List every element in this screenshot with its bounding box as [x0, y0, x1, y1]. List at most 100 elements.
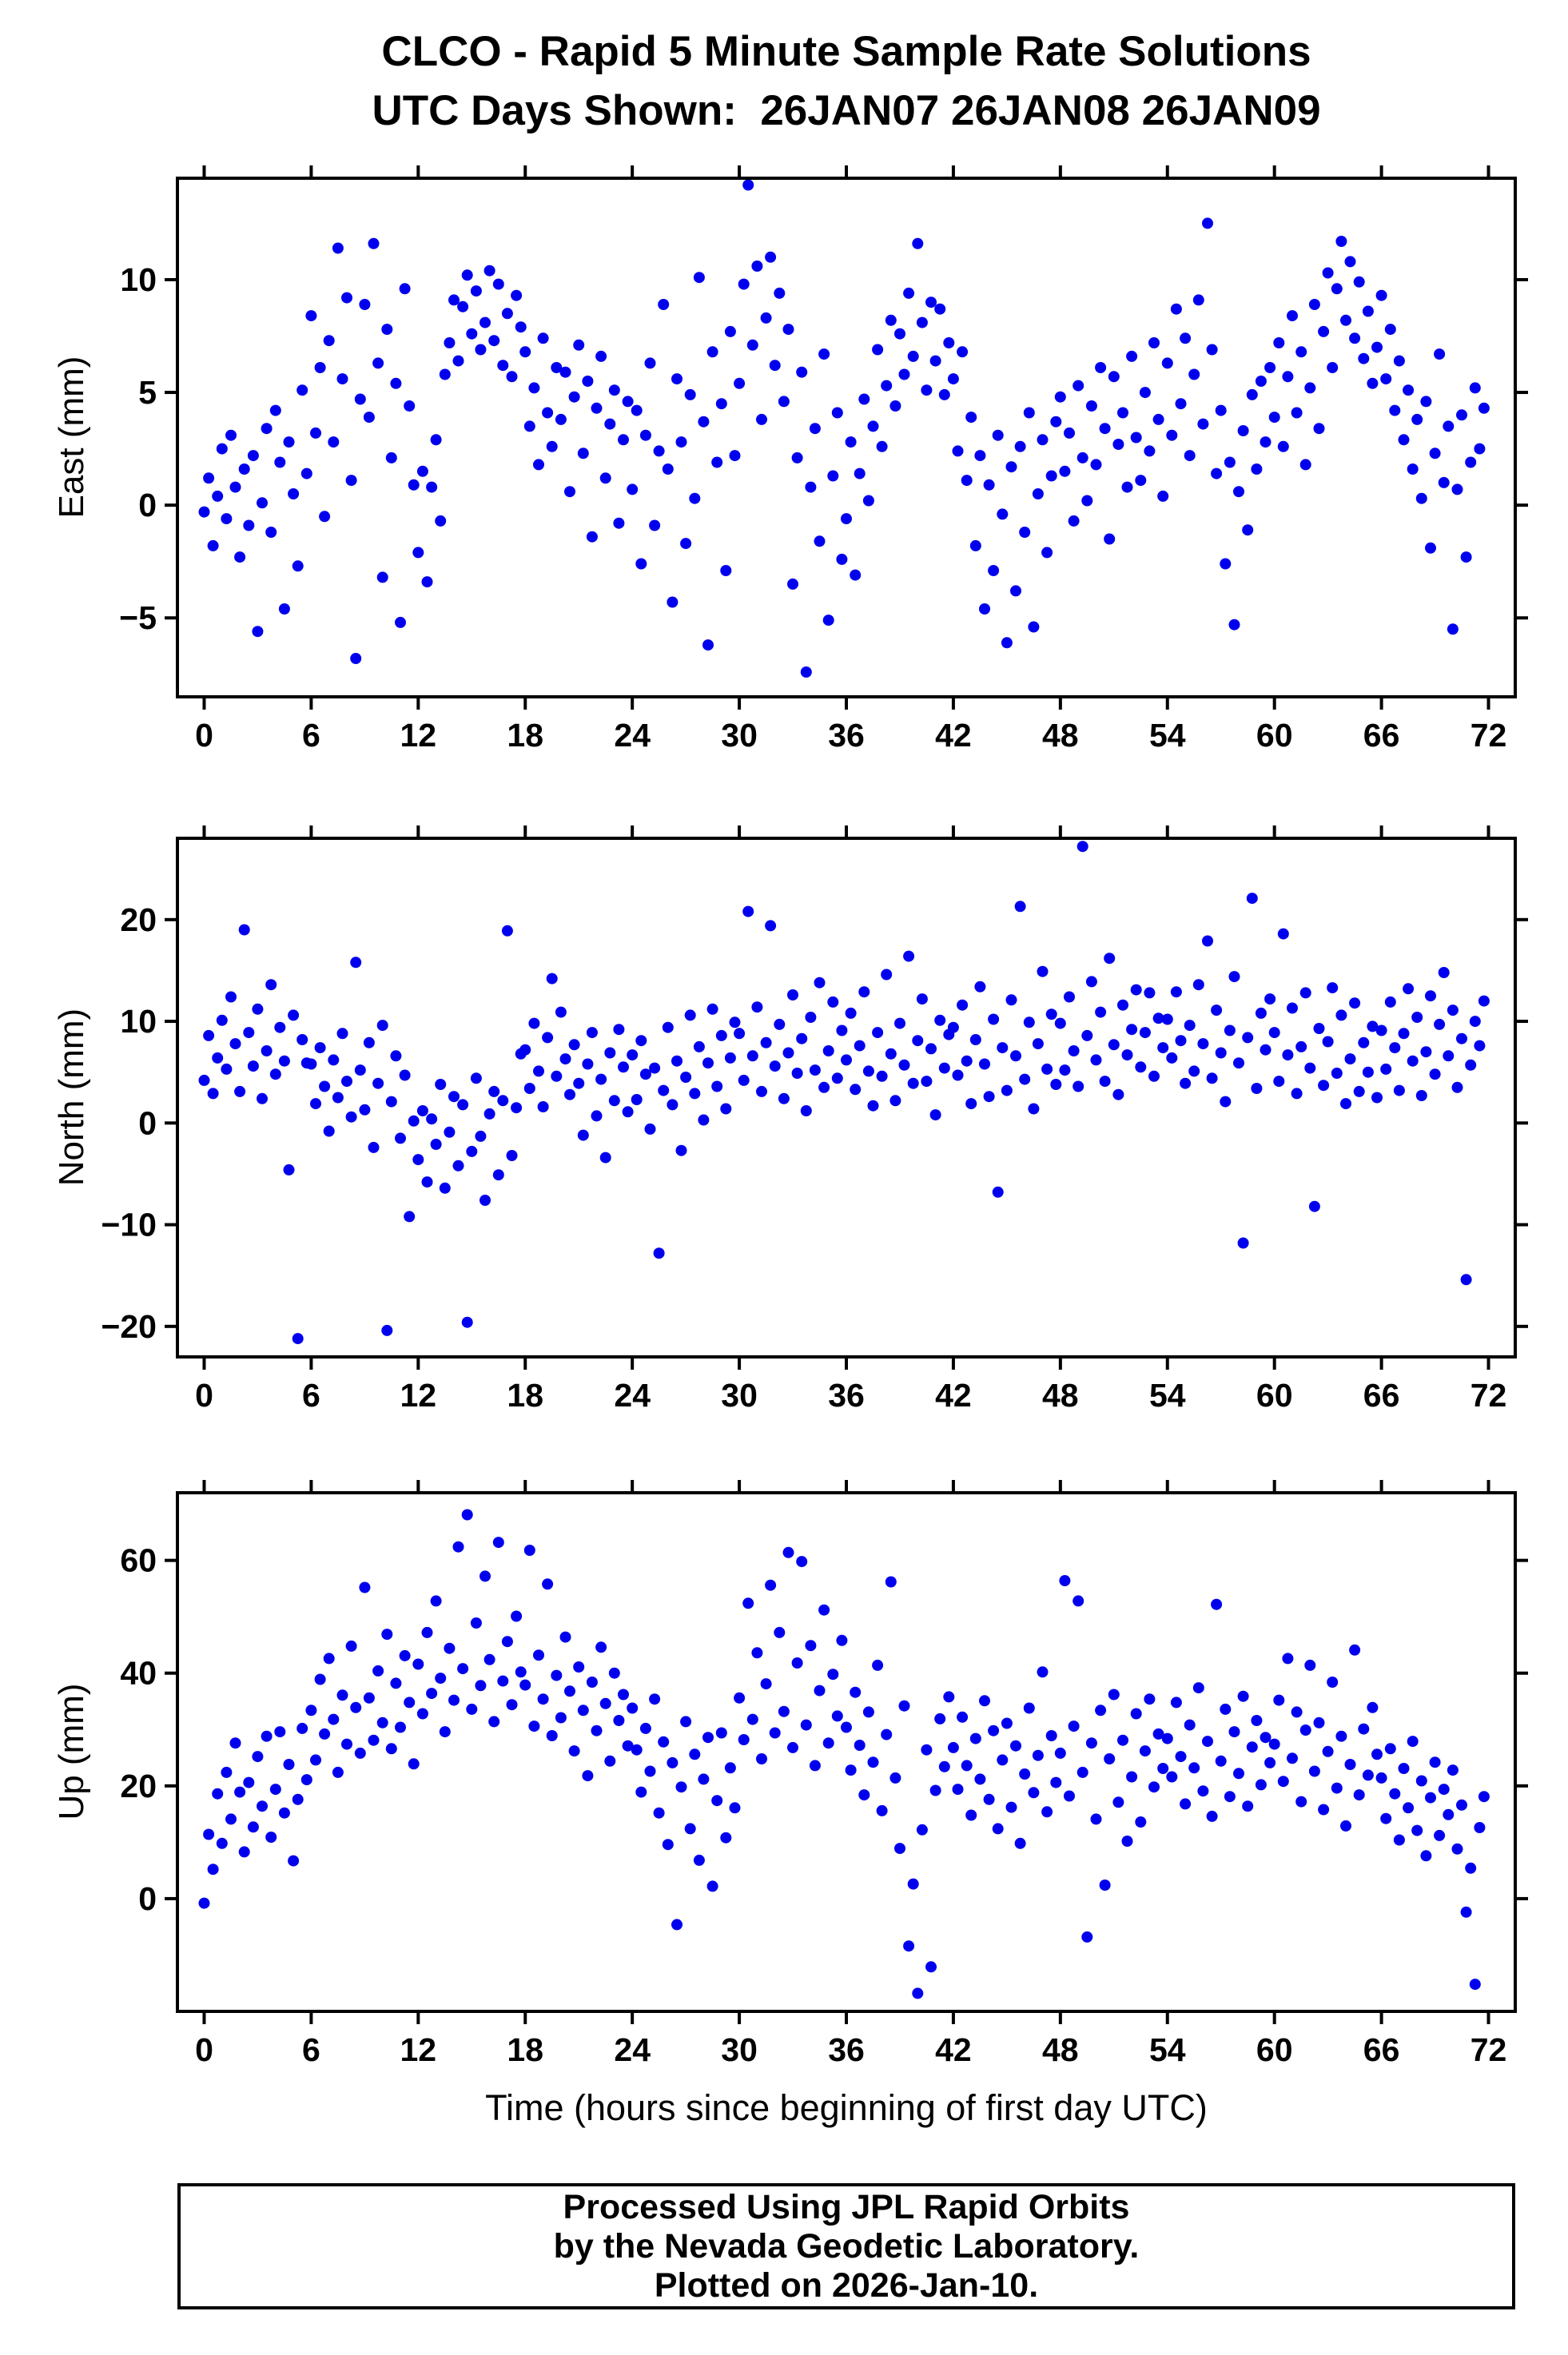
data-point — [523, 1545, 535, 1556]
data-point — [903, 950, 915, 962]
data-point — [724, 1052, 736, 1064]
data-point — [336, 1028, 348, 1040]
data-point — [698, 416, 710, 428]
data-point — [782, 324, 794, 336]
data-point — [1277, 440, 1289, 452]
data-point — [421, 576, 433, 588]
data-point — [1064, 427, 1075, 439]
data-point — [903, 287, 915, 299]
data-point — [1050, 1079, 1062, 1090]
data-point — [912, 1035, 924, 1047]
up-plot-area: 0 6 12 18 24 30 36 42 48 54 60 66 72 0 20 40 60 — [120, 1480, 1528, 2068]
data-point — [1188, 1762, 1200, 1774]
data-point — [519, 1679, 531, 1691]
data-point — [350, 957, 362, 969]
data-point — [381, 1629, 393, 1641]
data-point — [591, 1724, 603, 1736]
data-point — [1135, 1816, 1147, 1828]
data-point — [1144, 987, 1156, 999]
data-point — [198, 1074, 210, 1086]
plot-frame — [176, 1491, 1517, 2013]
data-point — [1081, 1931, 1093, 1943]
data-point — [492, 1169, 504, 1181]
data-point — [1451, 1081, 1463, 1093]
data-point — [278, 1055, 290, 1067]
data-point — [1014, 901, 1026, 913]
data-point — [841, 1054, 852, 1066]
data-point — [1295, 1040, 1307, 1052]
data-point — [1032, 1749, 1044, 1761]
data-point — [1220, 558, 1232, 570]
data-point — [523, 1083, 535, 1094]
data-point — [782, 1047, 794, 1059]
data-point — [1077, 841, 1088, 853]
data-point — [319, 511, 331, 523]
data-point — [653, 1807, 665, 1819]
data-point — [1237, 1237, 1249, 1249]
data-point — [1112, 439, 1124, 450]
x-tick-label: 30 — [721, 2031, 758, 2068]
data-point — [889, 400, 901, 412]
data-point — [1032, 488, 1044, 499]
data-point — [1304, 382, 1316, 394]
data-point — [1474, 1822, 1486, 1833]
data-point — [929, 1784, 941, 1796]
data-point — [1255, 1779, 1267, 1791]
data-point — [314, 362, 326, 373]
data-point — [488, 1085, 500, 1097]
data-point — [381, 1324, 393, 1336]
data-point — [680, 1716, 692, 1728]
data-point — [511, 289, 523, 301]
data-point — [608, 384, 620, 396]
data-point — [577, 448, 589, 459]
data-point — [1152, 413, 1164, 425]
data-point — [573, 1661, 585, 1673]
data-point — [1393, 1084, 1405, 1096]
data-point — [1291, 407, 1303, 419]
data-point — [1434, 1829, 1446, 1841]
data-point — [1322, 1036, 1334, 1048]
data-point — [359, 1104, 371, 1116]
data-point — [992, 429, 1004, 441]
data-point — [542, 1032, 554, 1044]
data-point — [444, 337, 456, 348]
data-point — [1175, 1751, 1187, 1763]
x-tick-label: 48 — [1042, 717, 1079, 754]
data-point — [341, 1738, 352, 1750]
data-point — [1344, 1053, 1356, 1065]
data-point — [1023, 1702, 1035, 1714]
data-point — [586, 1027, 598, 1039]
data-point — [957, 346, 969, 358]
data-point — [738, 278, 750, 290]
data-point — [1415, 1090, 1427, 1101]
data-point — [292, 1793, 304, 1805]
data-point — [809, 1760, 821, 1772]
data-point — [921, 1744, 933, 1756]
data-point — [1327, 362, 1339, 373]
data-point — [957, 1711, 969, 1723]
data-point — [568, 391, 580, 403]
y-tick-label: 10 — [120, 1003, 157, 1040]
data-point — [769, 360, 781, 372]
data-point — [269, 1784, 281, 1796]
data-point — [439, 1182, 451, 1194]
data-point — [207, 1088, 219, 1100]
data-point — [836, 1634, 848, 1646]
data-point — [225, 429, 237, 441]
data-point — [822, 615, 834, 627]
x-tick-label: 0 — [195, 717, 213, 754]
x-tick-label: 66 — [1363, 717, 1400, 754]
data-point — [435, 515, 447, 527]
data-point — [787, 989, 798, 1000]
data-point — [363, 1036, 375, 1048]
data-point — [618, 1061, 629, 1073]
data-point — [1393, 1834, 1405, 1846]
data-point — [1197, 1038, 1209, 1050]
east-plot-area: 0 6 12 18 24 30 36 42 48 54 60 66 72 −5 0 5 10 — [119, 165, 1528, 754]
data-point — [1322, 1745, 1334, 1757]
data-point — [667, 1756, 679, 1768]
data-point — [796, 366, 808, 378]
x-tick-label: 24 — [614, 717, 651, 754]
data-point — [1188, 1065, 1200, 1077]
data-point — [408, 1758, 420, 1770]
